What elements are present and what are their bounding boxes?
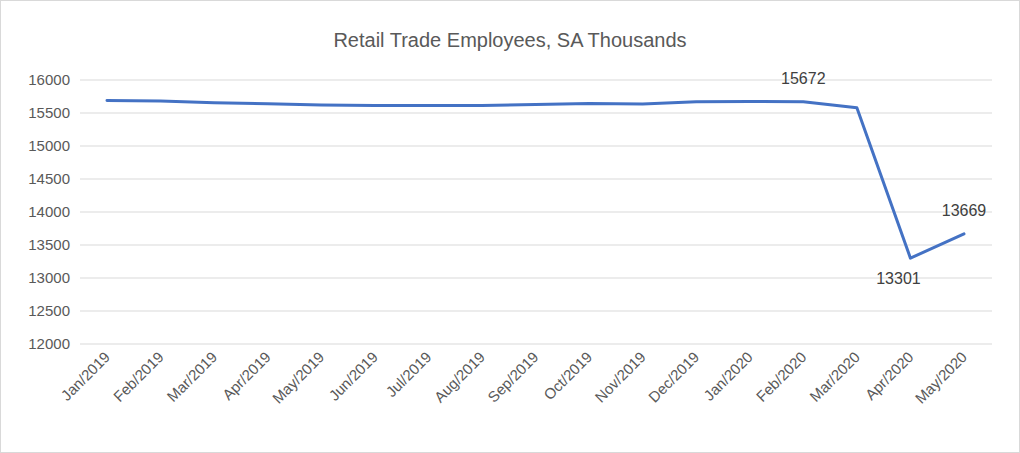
x-tick-label: May/2020 <box>912 348 971 407</box>
data-label: 15672 <box>781 70 826 87</box>
line-series <box>107 100 964 258</box>
x-tick-label: Dec/2019 <box>645 348 702 405</box>
grid-line <box>80 179 992 180</box>
chart: Retail Trade Employees, SA Thousands 1200… <box>0 0 1020 453</box>
x-tick-label: Jan/2020 <box>700 348 756 404</box>
data-label: 13301 <box>876 270 921 287</box>
x-tick-label: Apr/2020 <box>861 348 916 403</box>
y-tick-label: 15000 <box>28 137 70 154</box>
x-tick-label: Apr/2019 <box>219 348 274 403</box>
y-tick-label: 12000 <box>28 335 70 352</box>
x-tick-label: Feb/2019 <box>110 348 167 405</box>
y-tick-label: 15500 <box>28 104 70 121</box>
y-tick-label: 16000 <box>28 71 70 88</box>
grid-line <box>80 146 992 147</box>
x-tick-label: May/2019 <box>269 348 328 407</box>
y-tick-label: 14000 <box>28 203 70 220</box>
grid-line <box>80 113 992 114</box>
data-label: 13669 <box>942 202 987 219</box>
x-tick-label: Oct/2019 <box>540 348 595 403</box>
x-tick-label: Aug/2019 <box>431 348 488 405</box>
x-tick-label: Sep/2019 <box>484 348 541 405</box>
x-tick-label: Jun/2019 <box>325 348 381 404</box>
y-tick-label: 12500 <box>28 302 70 319</box>
chart-frame <box>1 1 1020 453</box>
grid-line <box>80 80 992 81</box>
x-tick-label: Jul/2019 <box>382 348 434 400</box>
x-tick-label: Feb/2020 <box>753 348 810 405</box>
y-tick-label: 14500 <box>28 170 70 187</box>
x-tick-label: Mar/2019 <box>163 348 220 405</box>
y-tick-label: 13000 <box>28 269 70 286</box>
x-tick-label: Mar/2020 <box>806 348 863 405</box>
plot-area <box>107 100 964 258</box>
grid-line <box>80 245 992 246</box>
x-tick-label: Nov/2019 <box>591 348 648 405</box>
x-tick-label: Jan/2019 <box>57 348 113 404</box>
grid-line <box>80 212 992 213</box>
grid-line <box>80 344 992 345</box>
grid-line <box>80 278 992 279</box>
chart-title: Retail Trade Employees, SA Thousands <box>333 29 686 51</box>
grid-line <box>80 311 992 312</box>
y-tick-label: 13500 <box>28 236 70 253</box>
